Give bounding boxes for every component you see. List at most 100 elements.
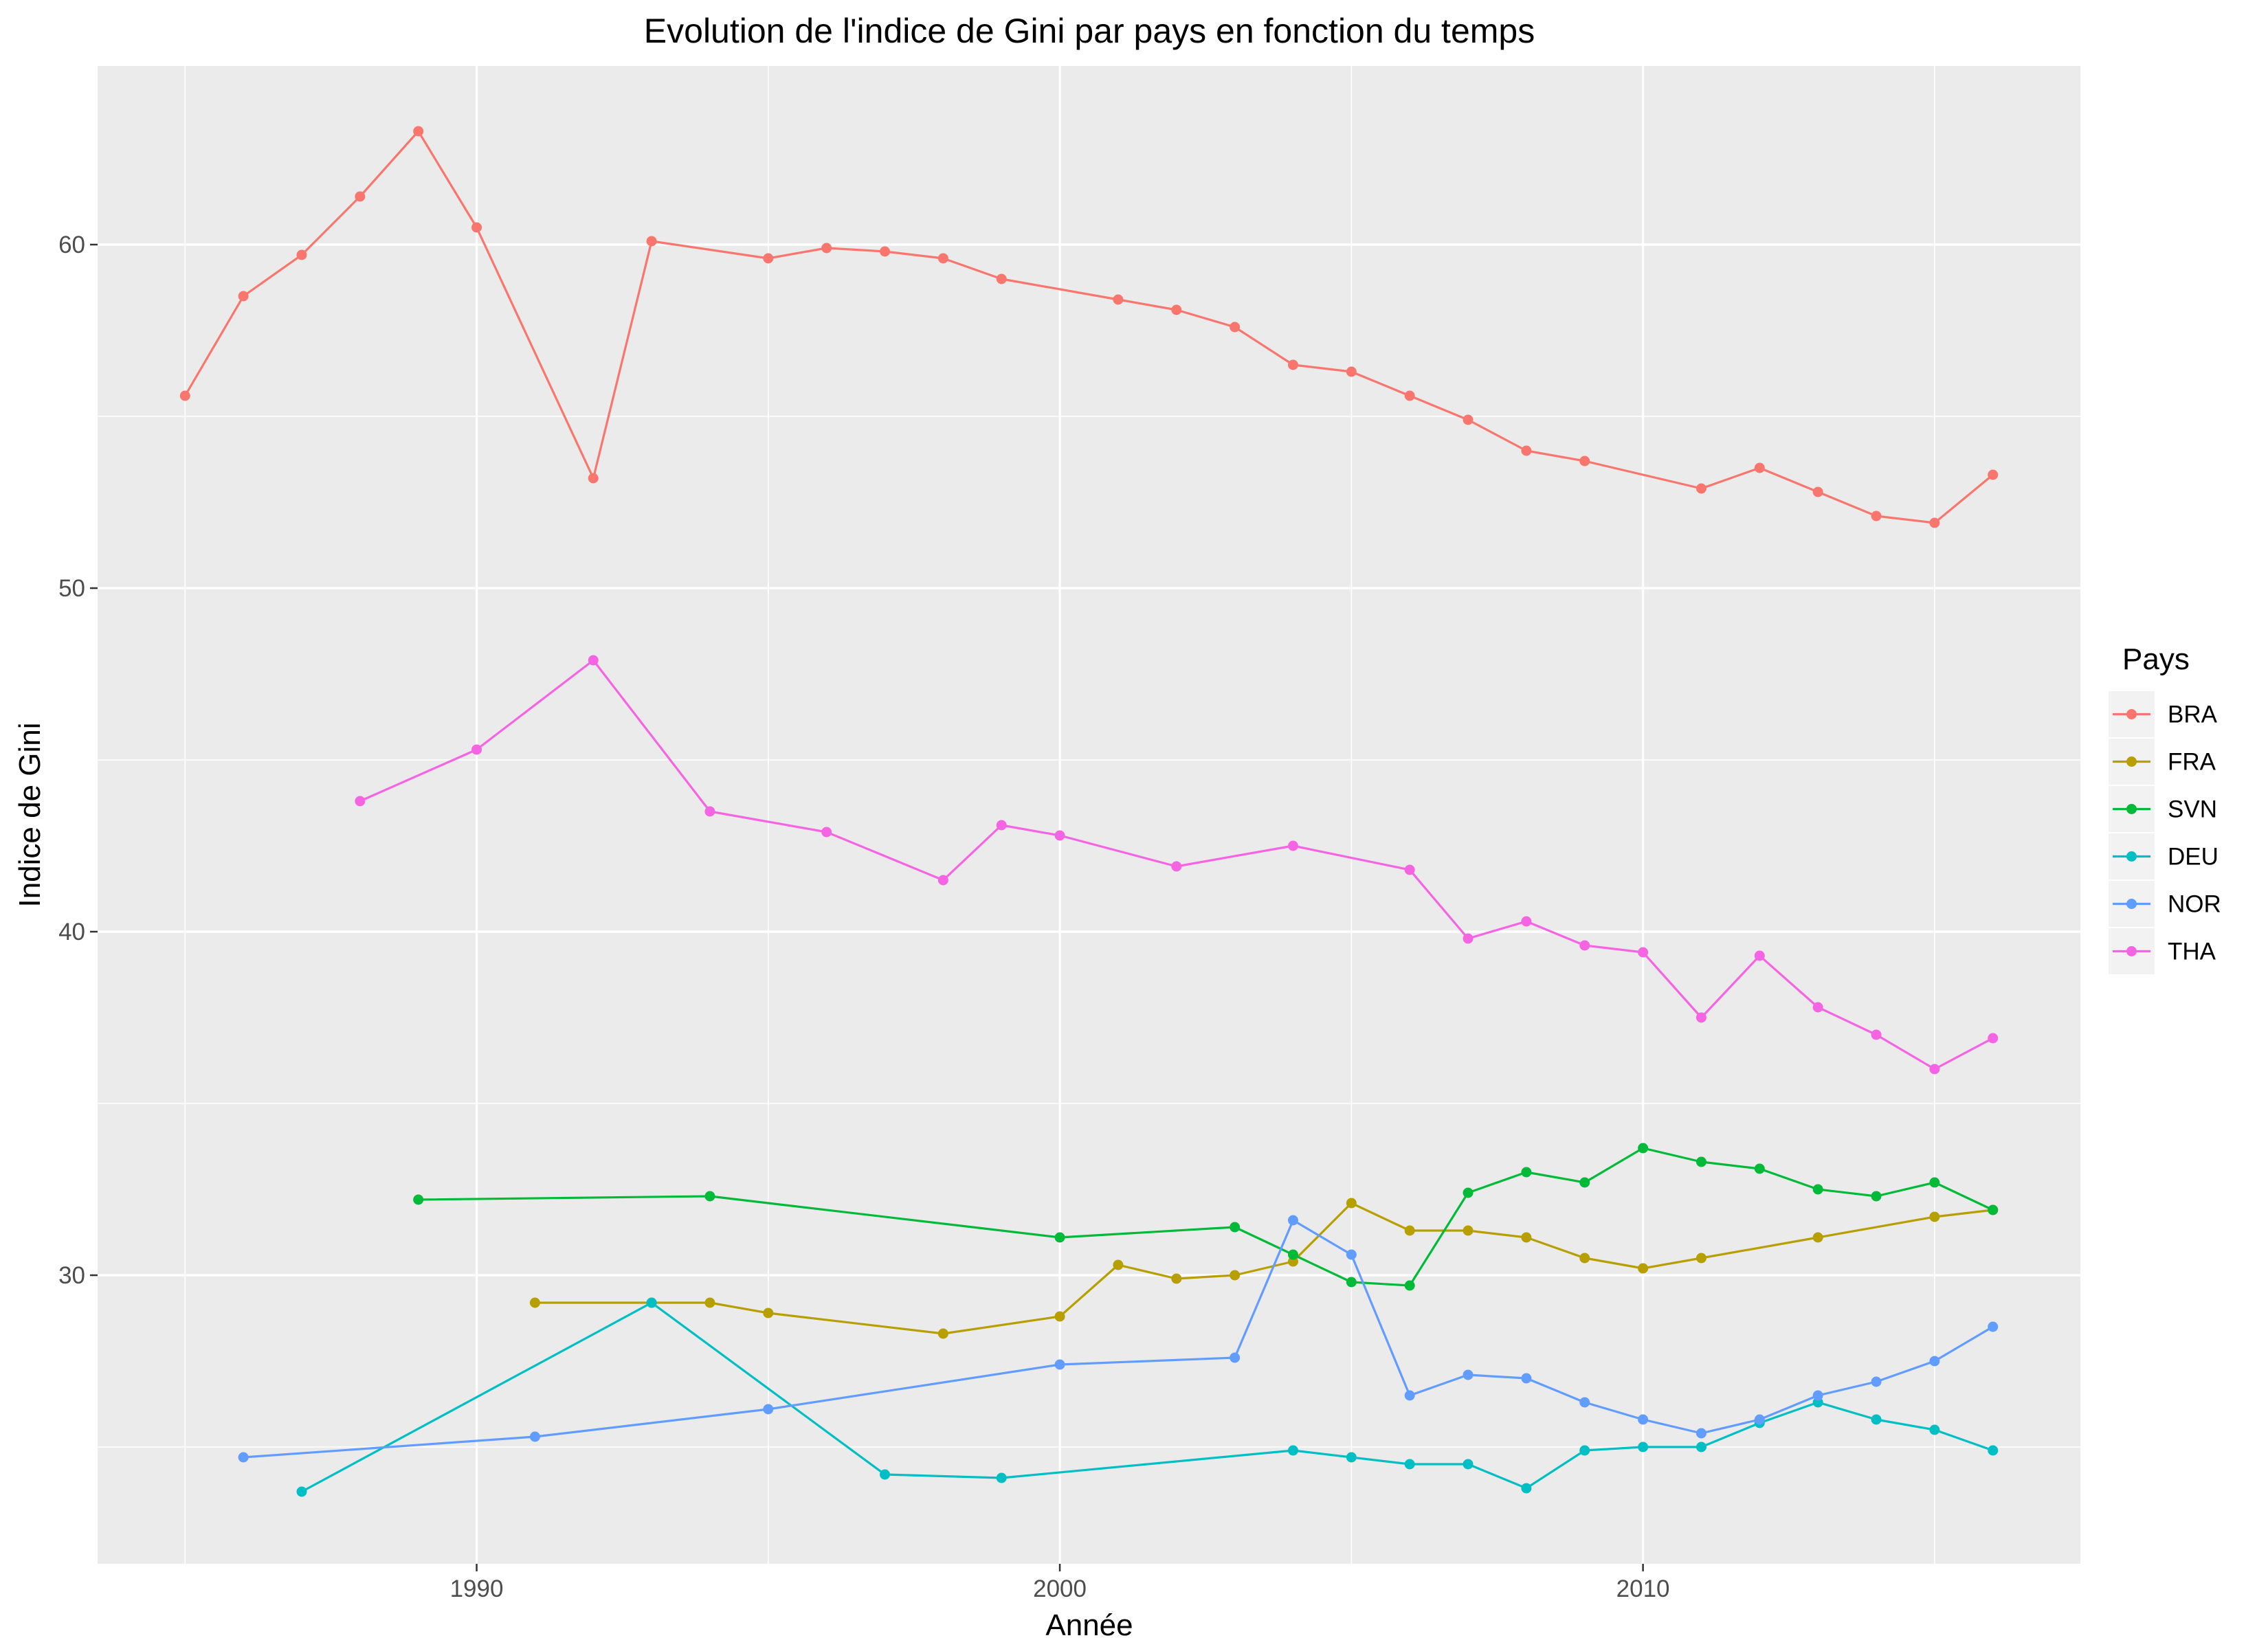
data-point-bra [821, 243, 832, 254]
data-point-bra [763, 253, 774, 264]
x-tick-label: 1990 [450, 1575, 504, 1602]
data-point-svn [1638, 1143, 1649, 1154]
data-point-tha [1054, 830, 1065, 841]
data-point-tha [1638, 947, 1649, 958]
data-point-tha [1754, 950, 1765, 961]
data-point-bra [1171, 304, 1182, 315]
x-tick-label: 2010 [1616, 1575, 1670, 1602]
data-point-deu [1929, 1424, 1940, 1435]
data-point-fra [1404, 1225, 1415, 1236]
legend-label-svn: SVN [2168, 796, 2217, 823]
data-point-deu [880, 1469, 891, 1480]
data-point-fra [763, 1308, 774, 1319]
data-point-fra [1054, 1311, 1065, 1322]
data-point-tha [1171, 861, 1182, 872]
data-point-deu [1287, 1445, 1298, 1456]
data-point-tha [1404, 864, 1415, 875]
x-tick-label: 2000 [1033, 1575, 1087, 1602]
data-point-fra [704, 1297, 715, 1308]
data-point-tha [1812, 1002, 1823, 1013]
data-point-tha [1988, 1033, 1999, 1044]
data-point-fra [1521, 1232, 1532, 1243]
legend-label-bra: BRA [2168, 702, 2218, 728]
data-point-svn [1346, 1277, 1357, 1288]
data-point-bra [1287, 359, 1298, 370]
data-point-tha [471, 744, 482, 755]
data-point-deu [296, 1486, 307, 1497]
data-point-svn [1929, 1177, 1940, 1188]
data-point-tha [996, 820, 1007, 831]
data-point-bra [1230, 322, 1241, 333]
legend-key-point-bra [2126, 709, 2137, 719]
data-point-fra [1171, 1273, 1182, 1284]
data-point-bra [646, 236, 657, 247]
data-point-nor [238, 1452, 249, 1463]
data-point-bra [238, 291, 249, 302]
data-point-bra [1113, 294, 1124, 305]
data-point-deu [1521, 1483, 1532, 1494]
y-axis-title: Indice de Gini [13, 722, 47, 907]
data-point-bra [179, 390, 190, 401]
legend-label-tha: THA [2168, 939, 2216, 965]
data-point-fra [1696, 1253, 1706, 1264]
data-point-nor [1230, 1352, 1241, 1363]
data-point-tha [1871, 1029, 1882, 1040]
legend-items: BRA FRA SVN DEU NOR THA [2107, 690, 2221, 976]
data-point-nor [1696, 1428, 1706, 1439]
data-point-deu [646, 1297, 657, 1308]
data-point-tha [937, 875, 948, 886]
data-point-svn [1287, 1249, 1298, 1260]
legend-key-point-fra [2126, 756, 2137, 767]
chart-title: Evolution de l'indice de Gini par pays e… [644, 12, 1535, 50]
data-point-bra [1463, 414, 1474, 425]
data-point-bra [1579, 456, 1590, 467]
data-point-svn [413, 1194, 424, 1205]
legend-label-deu: DEU [2168, 844, 2219, 871]
data-point-deu [1346, 1452, 1357, 1463]
y-tick-label: 60 [58, 232, 85, 258]
data-point-fra [1346, 1198, 1357, 1209]
data-point-deu [1871, 1414, 1882, 1425]
data-point-bra [996, 273, 1007, 284]
data-point-bra [880, 246, 891, 257]
data-point-nor [1871, 1376, 1882, 1387]
data-point-nor [1638, 1414, 1649, 1425]
data-point-svn [1988, 1204, 1999, 1215]
data-point-nor [1988, 1321, 1999, 1332]
series-line-bra [184, 130, 1994, 524]
data-point-fra [529, 1297, 540, 1308]
data-point-deu [1579, 1445, 1590, 1456]
data-point-svn [1754, 1163, 1765, 1174]
data-point-nor [1346, 1249, 1357, 1260]
data-point-tha [1287, 840, 1298, 851]
series-line-nor [243, 1219, 1994, 1459]
data-point-bra [1929, 517, 1940, 528]
data-point-tha [704, 806, 715, 817]
data-point-bra [355, 191, 366, 202]
data-point-deu [1463, 1459, 1474, 1470]
axis-ticks [90, 243, 1644, 1571]
data-point-fra [1113, 1259, 1124, 1270]
data-point-nor [1812, 1390, 1823, 1401]
data-point-svn [1871, 1191, 1882, 1202]
data-point-bra [413, 126, 424, 137]
legend-key-point-tha [2126, 946, 2137, 956]
data-point-tha [1929, 1064, 1940, 1075]
data-point-svn [1463, 1187, 1474, 1198]
data-point-deu [1988, 1445, 1999, 1456]
data-point-svn [704, 1191, 715, 1202]
data-point-fra [1463, 1225, 1474, 1236]
y-tick-label: 40 [58, 919, 85, 945]
data-point-nor [1929, 1356, 1940, 1367]
data-point-svn [1054, 1232, 1065, 1243]
data-point-nor [1521, 1373, 1532, 1384]
data-point-svn [1812, 1184, 1823, 1195]
data-point-tha [1463, 933, 1474, 944]
data-point-bra [296, 249, 307, 260]
data-point-fra [937, 1328, 948, 1339]
data-point-deu [1638, 1442, 1649, 1452]
data-point-bra [1754, 462, 1765, 473]
data-point-fra [1812, 1232, 1823, 1243]
legend-key-point-svn [2126, 804, 2137, 814]
